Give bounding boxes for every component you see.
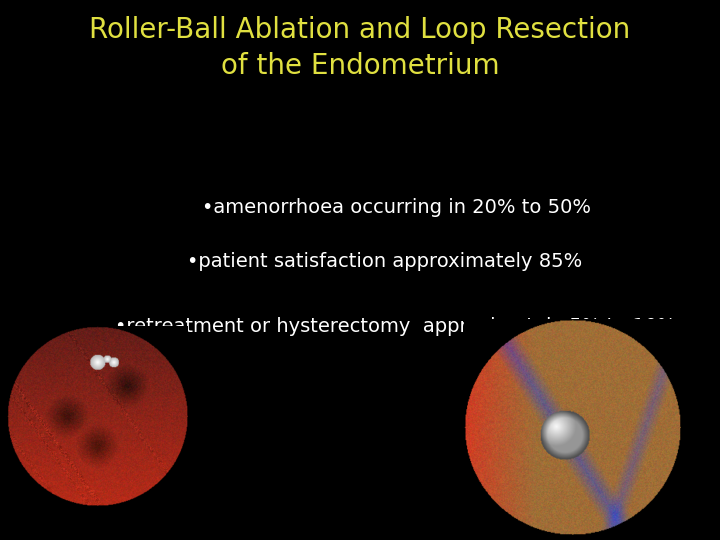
Text: •patient satisfaction approximately 85%: •patient satisfaction approximately 85%	[187, 252, 582, 272]
Text: •retreatment or hysterectomy  approximately 5% to 10%: •retreatment or hysterectomy approximate…	[115, 317, 676, 336]
Text: Roller-Ball Ablation and Loop Resection
of the Endometrium: Roller-Ball Ablation and Loop Resection …	[89, 16, 631, 80]
Text: •amenorrhoea occurring in 20% to 50%: •amenorrhoea occurring in 20% to 50%	[202, 198, 590, 218]
